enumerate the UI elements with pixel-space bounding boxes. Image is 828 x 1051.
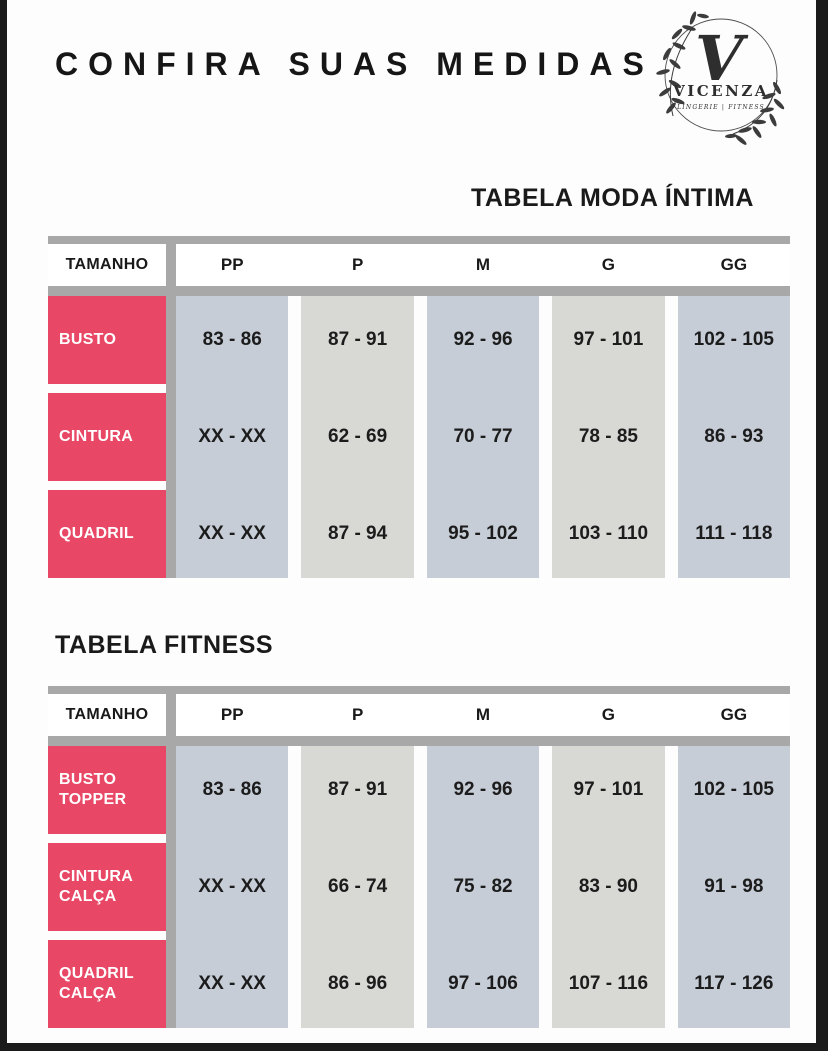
table-title-moda-intima: TABELA MODA ÍNTIMA bbox=[470, 184, 754, 212]
measurement-cell: 83 - 90 bbox=[578, 876, 638, 897]
measurement-cell: 70 - 77 bbox=[453, 426, 513, 447]
size-header-p: P bbox=[351, 255, 364, 274]
measurement-cell: 103 - 110 bbox=[568, 523, 649, 544]
measurement-cell: XX - XX bbox=[198, 973, 266, 994]
table-moda-intima: TAMANHO PP P M G GG BUSTO CINTURA QUADRIL 83 -… bbox=[48, 236, 791, 578]
size-column-p: 87 - 91 66 - 74 86 - 96 bbox=[301, 746, 414, 1028]
size-header-gg: GG bbox=[720, 255, 748, 274]
size-header-m: M bbox=[475, 705, 491, 724]
measurement-columns: 83 - 86 XX - XX XX - XX 87 - 91 66 - 74 86 - … bbox=[176, 746, 791, 1028]
size-column-pp: 83 - 86 XX - XX XX - XX bbox=[176, 746, 289, 1028]
size-column-g: 97 - 101 83 - 90 107 - 116 bbox=[552, 746, 665, 1028]
table-body: BUSTO TOPPER CINTURA CALÇA QUADRIL CALÇA 8… bbox=[48, 746, 791, 1028]
size-column-gg: 102 - 105 91 - 98 117 - 126 bbox=[677, 746, 791, 1028]
measurement-cell: 83 - 86 bbox=[202, 779, 262, 800]
measurement-cell: XX - XX bbox=[198, 426, 266, 447]
brand-logo: V VICENZA LINGERIE | FITNESS bbox=[656, 11, 785, 145]
logo-brand-name: VICENZA bbox=[672, 82, 769, 100]
measurement-cell: 86 - 93 bbox=[704, 426, 764, 447]
size-column-p: 87 - 91 62 - 69 87 - 94 bbox=[301, 296, 414, 578]
measurement-cell: XX - XX bbox=[198, 876, 266, 897]
row-labels: BUSTO TOPPER CINTURA CALÇA QUADRIL CALÇA bbox=[48, 746, 166, 1028]
size-header-g: G bbox=[601, 255, 616, 274]
measurement-cell: 107 - 116 bbox=[568, 973, 649, 994]
size-header-gg: GG bbox=[720, 705, 748, 724]
size-header-m: M bbox=[475, 255, 491, 274]
logo-initial: V bbox=[695, 22, 749, 95]
measurement-cell: 83 - 86 bbox=[202, 329, 262, 350]
measurement-cell: 62 - 69 bbox=[328, 426, 388, 447]
size-header-g: G bbox=[601, 705, 616, 724]
row-label: CINTURA bbox=[48, 393, 166, 481]
row-labels: BUSTO CINTURA QUADRIL bbox=[48, 296, 166, 578]
measurement-cell: 87 - 91 bbox=[328, 329, 388, 350]
logo-tagline: LINGERIE | FITNESS bbox=[676, 104, 765, 111]
table-frame-mid bbox=[48, 736, 790, 746]
size-column-m: 92 - 96 75 - 82 97 - 106 bbox=[426, 746, 540, 1028]
measurement-cell: 86 - 96 bbox=[328, 973, 388, 994]
measurement-cell: 78 - 85 bbox=[578, 426, 638, 447]
size-column-m: 92 - 96 70 - 77 95 - 102 bbox=[426, 296, 540, 578]
table-header-row: TAMANHO PP P M G GG bbox=[48, 694, 790, 736]
table-title-fitness: TABELA FITNESS bbox=[55, 631, 274, 659]
measurement-cell: 117 - 126 bbox=[694, 973, 774, 994]
table-header-row: TAMANHO PP P M G GG bbox=[48, 244, 790, 286]
measurement-cell: 97 - 106 bbox=[448, 973, 518, 994]
measurement-cell: 97 - 101 bbox=[573, 779, 644, 800]
size-headers: PP P M G GG bbox=[176, 244, 790, 286]
measurement-cell: 97 - 101 bbox=[573, 329, 644, 350]
measurement-cell: XX - XX bbox=[198, 523, 266, 544]
measurement-cell: 111 - 118 bbox=[695, 523, 773, 544]
size-column-g: 97 - 101 78 - 85 103 - 110 bbox=[552, 296, 665, 578]
table-fitness: TAMANHO PP P M G GG BUSTO TOPPER CINTURA CALÇ… bbox=[48, 686, 791, 1028]
wreath-branch-right bbox=[725, 79, 785, 145]
table-body: BUSTO CINTURA QUADRIL 83 - 86 XX - XX XX - X… bbox=[48, 296, 791, 578]
measurement-cell: 92 - 96 bbox=[453, 329, 513, 350]
row-label: QUADRIL bbox=[48, 490, 166, 578]
row-label: BUSTO bbox=[48, 296, 166, 384]
measurement-cell: 87 - 94 bbox=[328, 523, 388, 544]
table-frame-mid bbox=[48, 286, 790, 296]
wreath-branch-left bbox=[656, 11, 709, 117]
size-headers: PP P M G GG bbox=[176, 694, 790, 736]
measurement-cell: 91 - 98 bbox=[704, 876, 764, 897]
header-divider bbox=[166, 244, 176, 286]
size-header-pp: PP bbox=[220, 255, 244, 274]
size-column-gg: 102 - 105 86 - 93 111 - 118 bbox=[677, 296, 791, 578]
body-divider bbox=[166, 746, 176, 1028]
table-frame-top bbox=[48, 236, 790, 244]
row-label: BUSTO TOPPER bbox=[48, 746, 166, 834]
logo-circle bbox=[664, 18, 778, 132]
page-title: CONFIRA SUAS MEDIDAS bbox=[55, 46, 654, 82]
size-header-p: P bbox=[351, 705, 364, 724]
measurement-cell: 66 - 74 bbox=[328, 876, 388, 897]
measurement-cell: 102 - 105 bbox=[693, 329, 774, 350]
measurement-cell: 95 - 102 bbox=[448, 523, 518, 544]
measurement-cell: 92 - 96 bbox=[453, 779, 513, 800]
measurement-cell: 75 - 82 bbox=[453, 876, 513, 897]
size-column-pp: 83 - 86 XX - XX XX - XX bbox=[176, 296, 289, 578]
body-divider bbox=[166, 296, 176, 578]
header-divider bbox=[166, 694, 176, 736]
size-header-pp: PP bbox=[220, 705, 244, 724]
size-column-header: TAMANHO bbox=[48, 694, 166, 736]
measurement-cell: 102 - 105 bbox=[693, 779, 774, 800]
measurement-columns: 83 - 86 XX - XX XX - XX 87 - 91 62 - 69 87 - … bbox=[176, 296, 791, 578]
row-label: QUADRIL CALÇA bbox=[48, 940, 166, 1028]
row-label: CINTURA CALÇA bbox=[48, 843, 166, 931]
size-column-header: TAMANHO bbox=[48, 244, 166, 286]
measurement-cell: 87 - 91 bbox=[328, 779, 388, 800]
table-frame-top bbox=[48, 686, 790, 694]
